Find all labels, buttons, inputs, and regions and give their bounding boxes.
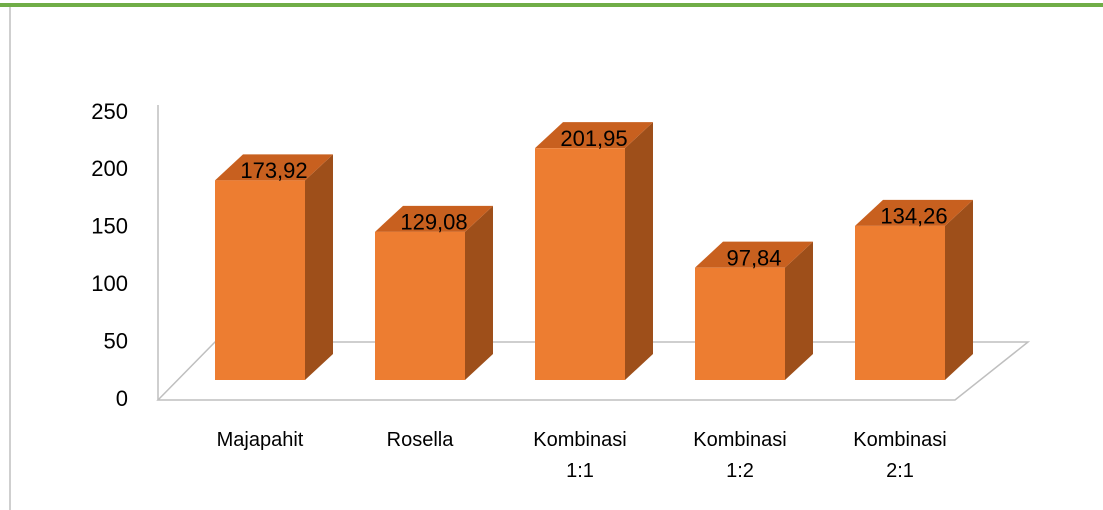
data-label: 134,26 [880,204,947,229]
bar-top [855,199,973,226]
x-tick-label: Kombinasi 1:1 [533,429,627,482]
bar-side [785,241,813,380]
x-tick-label: Kombinasi 2:1 [853,429,947,482]
bar-top [215,154,333,181]
y-tick-label: 100 [91,271,128,296]
floor [156,341,1031,401]
x-tick-label: Majapahit [216,429,304,451]
bar [375,231,465,380]
data-label: 129,08 [400,210,467,235]
y-tick-label: 50 [104,328,128,353]
y-tick-label: 0 [116,386,128,411]
x-tick-label: Rosella [386,429,454,451]
bar [855,225,945,380]
bar [695,267,785,380]
bar-top [535,122,653,149]
bar [535,148,625,380]
bar-top [695,241,813,268]
data-label: 97,84 [726,245,781,270]
x-tick-label: Kombinasi 1:2 [693,429,787,482]
bar-top [375,205,493,232]
y-tick-label: 150 [91,214,128,239]
bar-side [465,205,493,380]
data-label: 173,92 [240,158,307,183]
bar-side [625,122,653,380]
y-tick-label: 200 [91,156,128,181]
y-tick-label: 250 [91,99,128,124]
bar-side [945,199,973,380]
data-label: 201,95 [560,126,627,151]
bar [215,180,305,380]
bar-side [305,154,333,380]
